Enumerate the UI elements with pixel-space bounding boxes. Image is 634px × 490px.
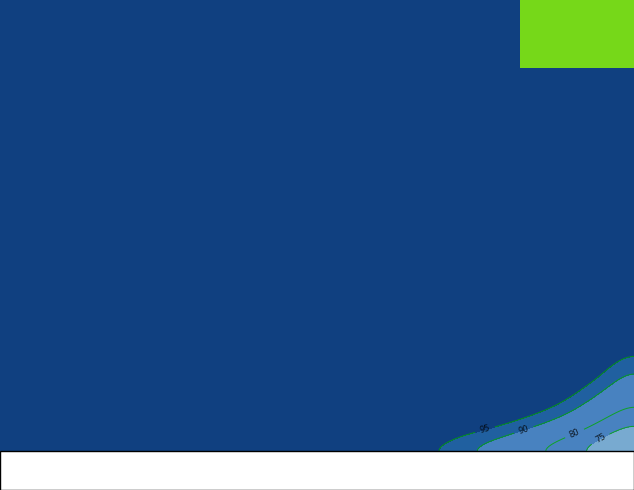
Text: Sa 04-05-2024 12:00 UTC (00+84): Sa 04-05-2024 12:00 UTC (00+84) <box>418 462 628 472</box>
Bar <box>51 474 82 488</box>
Text: 75: 75 <box>200 479 212 489</box>
Bar <box>120 474 152 488</box>
Bar <box>330 474 361 488</box>
Text: 80: 80 <box>568 427 581 440</box>
Bar <box>155 474 187 488</box>
Text: 99: 99 <box>305 479 316 489</box>
Text: 15: 15 <box>61 479 72 489</box>
Text: 75: 75 <box>593 432 607 445</box>
Text: 100: 100 <box>337 479 354 489</box>
Text: 45: 45 <box>131 479 142 489</box>
Text: 30: 30 <box>96 479 107 489</box>
Text: 95: 95 <box>270 479 281 489</box>
Bar <box>190 474 222 488</box>
Bar <box>295 474 327 488</box>
Text: RH 700 hPa [%] UK-Global: RH 700 hPa [%] UK-Global <box>6 462 169 472</box>
Bar <box>225 474 257 488</box>
Bar <box>86 474 117 488</box>
Text: 60: 60 <box>165 479 177 489</box>
Text: 95: 95 <box>479 424 491 436</box>
Text: 90: 90 <box>517 424 530 436</box>
Text: 90: 90 <box>235 479 247 489</box>
Bar <box>260 474 292 488</box>
